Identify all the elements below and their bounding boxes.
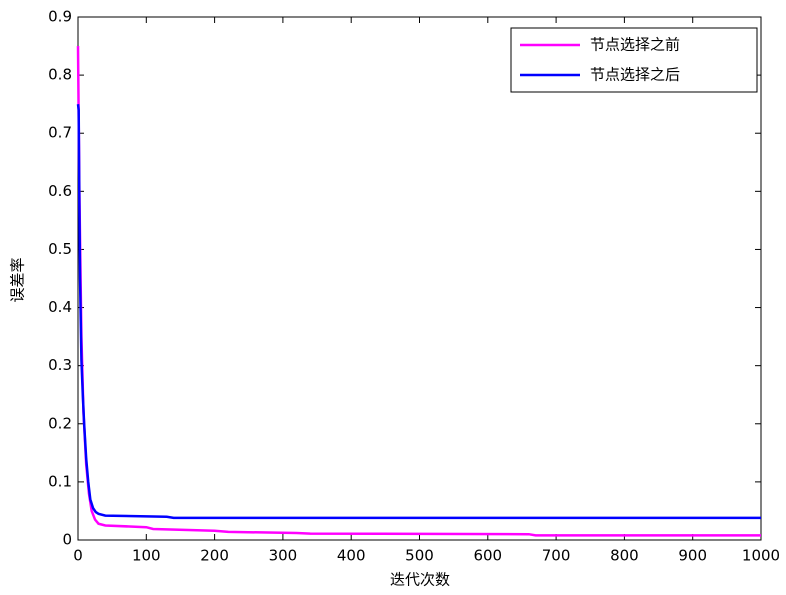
x-tick-label: 900 bbox=[678, 547, 707, 565]
x-axis-label: 迭代次数 bbox=[390, 571, 450, 589]
legend-label: 节点选择之后 bbox=[590, 66, 680, 84]
x-tick-label: 600 bbox=[473, 547, 502, 565]
y-tick-label: 0.1 bbox=[48, 472, 72, 490]
y-tick-label: 0 bbox=[62, 531, 72, 549]
x-tick-label: 0 bbox=[73, 547, 83, 565]
y-tick-label: 0.9 bbox=[48, 8, 72, 26]
x-tick-label: 200 bbox=[200, 547, 229, 565]
y-tick-label: 0.3 bbox=[48, 356, 72, 374]
y-tick-label: 0.8 bbox=[48, 66, 72, 84]
x-tick-label: 700 bbox=[542, 547, 571, 565]
legend-label: 节点选择之前 bbox=[590, 36, 680, 54]
y-tick-label: 0.6 bbox=[48, 182, 72, 200]
y-tick-label: 0.7 bbox=[48, 124, 72, 142]
plot-frame bbox=[77, 16, 762, 541]
x-tick-label: 300 bbox=[269, 547, 298, 565]
legend-box bbox=[510, 27, 758, 93]
y-tick-label: 0.5 bbox=[48, 240, 72, 258]
y-tick-label: 0.4 bbox=[48, 298, 72, 316]
y-tick-label: 0.2 bbox=[48, 414, 72, 432]
x-tick-label: 100 bbox=[132, 547, 161, 565]
x-tick-label: 1000 bbox=[742, 547, 780, 565]
x-tick-label: 400 bbox=[337, 547, 366, 565]
x-tick-label: 500 bbox=[405, 547, 434, 565]
x-tick-label: 800 bbox=[610, 547, 639, 565]
data-line bbox=[76, 104, 761, 520]
y-axis-label: 误差率 bbox=[9, 257, 27, 302]
